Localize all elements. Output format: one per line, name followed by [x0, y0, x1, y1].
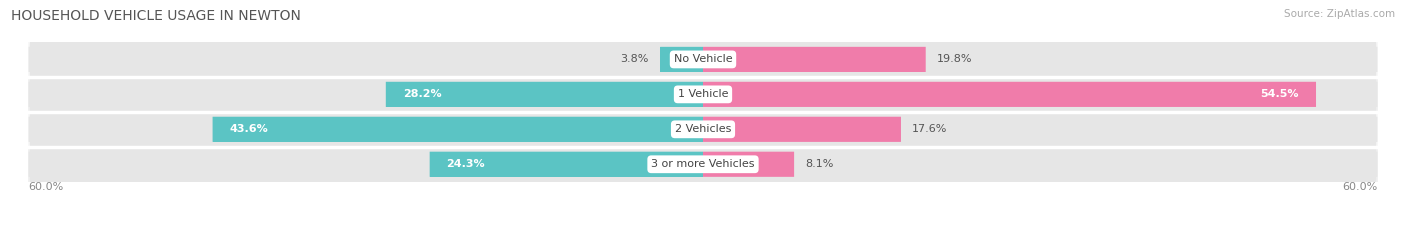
Text: 60.0%: 60.0% [28, 182, 63, 192]
FancyBboxPatch shape [430, 152, 703, 177]
FancyBboxPatch shape [30, 139, 1376, 189]
Text: HOUSEHOLD VEHICLE USAGE IN NEWTON: HOUSEHOLD VEHICLE USAGE IN NEWTON [11, 9, 301, 23]
Bar [385, 82, 703, 107]
Bar [212, 117, 703, 142]
FancyBboxPatch shape [28, 117, 1378, 142]
Text: 24.3%: 24.3% [447, 159, 485, 169]
FancyBboxPatch shape [703, 152, 794, 177]
FancyBboxPatch shape [703, 117, 901, 142]
Text: 1 Vehicle: 1 Vehicle [678, 89, 728, 99]
FancyBboxPatch shape [28, 42, 1378, 77]
Text: Source: ZipAtlas.com: Source: ZipAtlas.com [1284, 9, 1395, 19]
Text: 3.8%: 3.8% [620, 55, 650, 64]
Text: 3 or more Vehicles: 3 or more Vehicles [651, 159, 755, 169]
Bar [661, 47, 703, 72]
Text: 60.0%: 60.0% [1343, 182, 1378, 192]
FancyBboxPatch shape [28, 47, 1378, 72]
FancyBboxPatch shape [703, 82, 1316, 107]
Bar [430, 152, 703, 177]
FancyBboxPatch shape [703, 47, 925, 72]
Text: 43.6%: 43.6% [229, 124, 269, 134]
FancyBboxPatch shape [30, 104, 1376, 154]
FancyBboxPatch shape [30, 34, 1376, 85]
Text: No Vehicle: No Vehicle [673, 55, 733, 64]
FancyBboxPatch shape [212, 117, 703, 142]
Text: 54.5%: 54.5% [1261, 89, 1299, 99]
Text: 28.2%: 28.2% [402, 89, 441, 99]
FancyBboxPatch shape [28, 112, 1378, 147]
Text: 2 Vehicles: 2 Vehicles [675, 124, 731, 134]
Text: 17.6%: 17.6% [912, 124, 948, 134]
Text: 8.1%: 8.1% [806, 159, 834, 169]
FancyBboxPatch shape [28, 82, 1378, 107]
FancyBboxPatch shape [28, 77, 1378, 112]
FancyBboxPatch shape [28, 147, 1378, 182]
FancyBboxPatch shape [30, 69, 1376, 120]
FancyBboxPatch shape [28, 152, 1378, 177]
Text: 19.8%: 19.8% [936, 55, 973, 64]
FancyBboxPatch shape [385, 82, 703, 107]
FancyBboxPatch shape [661, 47, 703, 72]
